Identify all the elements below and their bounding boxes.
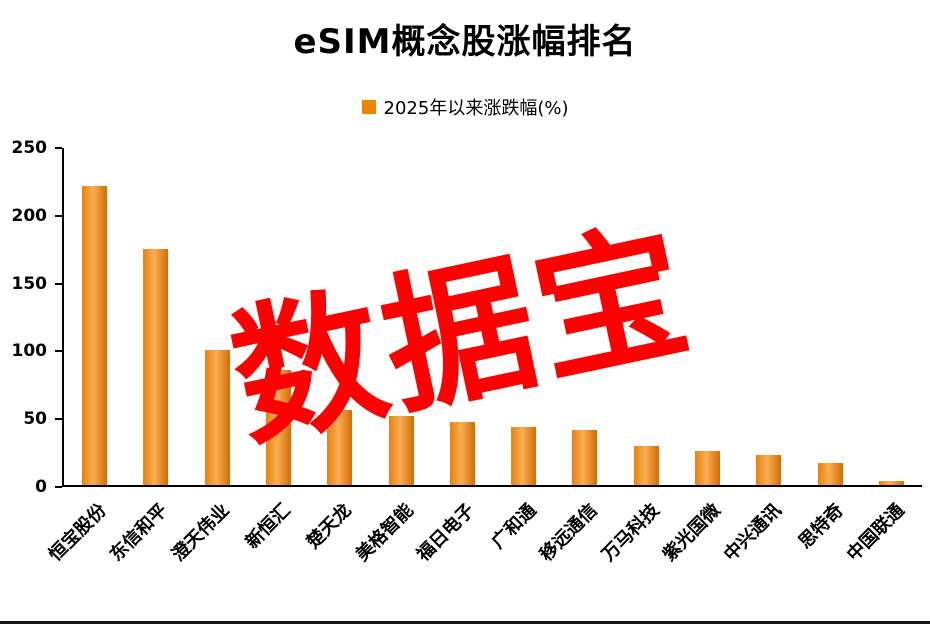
y-axis: 0 50 100 150 200 250 <box>0 138 62 497</box>
bar-美格智能 <box>388 416 414 485</box>
y-tick-label: 100 <box>11 341 48 362</box>
bar-series <box>64 148 922 485</box>
bar-slot <box>370 148 431 485</box>
bar-slot <box>616 148 677 485</box>
x-axis-label: 新恒汇 <box>241 499 295 553</box>
x-axis-label: 广和通 <box>487 499 541 553</box>
y-tick-label: 200 <box>11 205 48 226</box>
bar-slot <box>799 148 860 485</box>
x-axis-label: 思特奇 <box>794 499 848 553</box>
bar-slot <box>432 148 493 485</box>
bar-slot <box>125 148 186 485</box>
y-tick-mark <box>55 350 62 353</box>
legend-swatch-icon <box>361 100 376 114</box>
x-label-slot: 中国联通 <box>843 491 921 616</box>
x-axis: 恒宝股份 东信和平 澄天伟业 新恒汇 楚天龙 美格智能 福日电子 广和通 移远通信 万马科技 紫光国… <box>45 491 922 616</box>
bar-slot <box>64 148 125 485</box>
bar-slot <box>677 148 738 485</box>
bar-广和通 <box>511 427 537 485</box>
legend-label: 2025年以来涨跌幅(%) <box>383 98 569 119</box>
bar-slot <box>738 148 799 485</box>
bar-紫光国微 <box>694 451 720 485</box>
plot-area: 数据宝 <box>62 148 922 487</box>
x-label-slot: 福日电子 <box>413 491 492 616</box>
bar-福日电子 <box>449 421 475 485</box>
bar-slot <box>493 148 554 485</box>
y-tick-mark <box>55 214 62 217</box>
bar-恒宝股份 <box>82 185 108 485</box>
y-tick-label: 0 <box>35 477 47 497</box>
y-tick-mark <box>55 282 62 285</box>
bar-slot <box>248 148 309 485</box>
bar-slot <box>309 148 370 485</box>
bar-slot <box>187 148 248 485</box>
bar-中国联通 <box>878 480 904 485</box>
bar-澄天伟业 <box>204 350 230 485</box>
y-tick-mark <box>55 486 62 488</box>
y-tick-mark <box>55 147 62 149</box>
bar-新恒汇 <box>265 370 291 485</box>
bar-楚天龙 <box>327 409 353 485</box>
bar-万马科技 <box>633 445 659 485</box>
bar-slot <box>554 148 615 485</box>
x-axis-label: 楚天龙 <box>303 499 357 553</box>
y-tick-label: 50 <box>23 409 47 430</box>
bar-东信和平 <box>143 249 169 485</box>
bar-中兴通讯 <box>756 455 782 485</box>
y-tick-label: 250 <box>11 138 48 158</box>
y-tick-label: 150 <box>11 273 48 294</box>
bar-思特奇 <box>817 463 843 485</box>
y-tick-mark <box>55 418 62 421</box>
bar-移远通信 <box>572 429 598 485</box>
x-label-slot: 新恒汇 <box>242 491 307 616</box>
x-label-slot: 中兴通讯 <box>720 491 799 616</box>
legend: 2025年以来涨跌幅(%) <box>0 94 930 120</box>
x-label-slot: 澄天伟业 <box>167 491 246 616</box>
bar-slot <box>861 148 922 485</box>
chart-title: eSIM概念股涨幅排名 <box>293 22 637 62</box>
x-axis-label: 恒宝股份 <box>44 499 111 566</box>
